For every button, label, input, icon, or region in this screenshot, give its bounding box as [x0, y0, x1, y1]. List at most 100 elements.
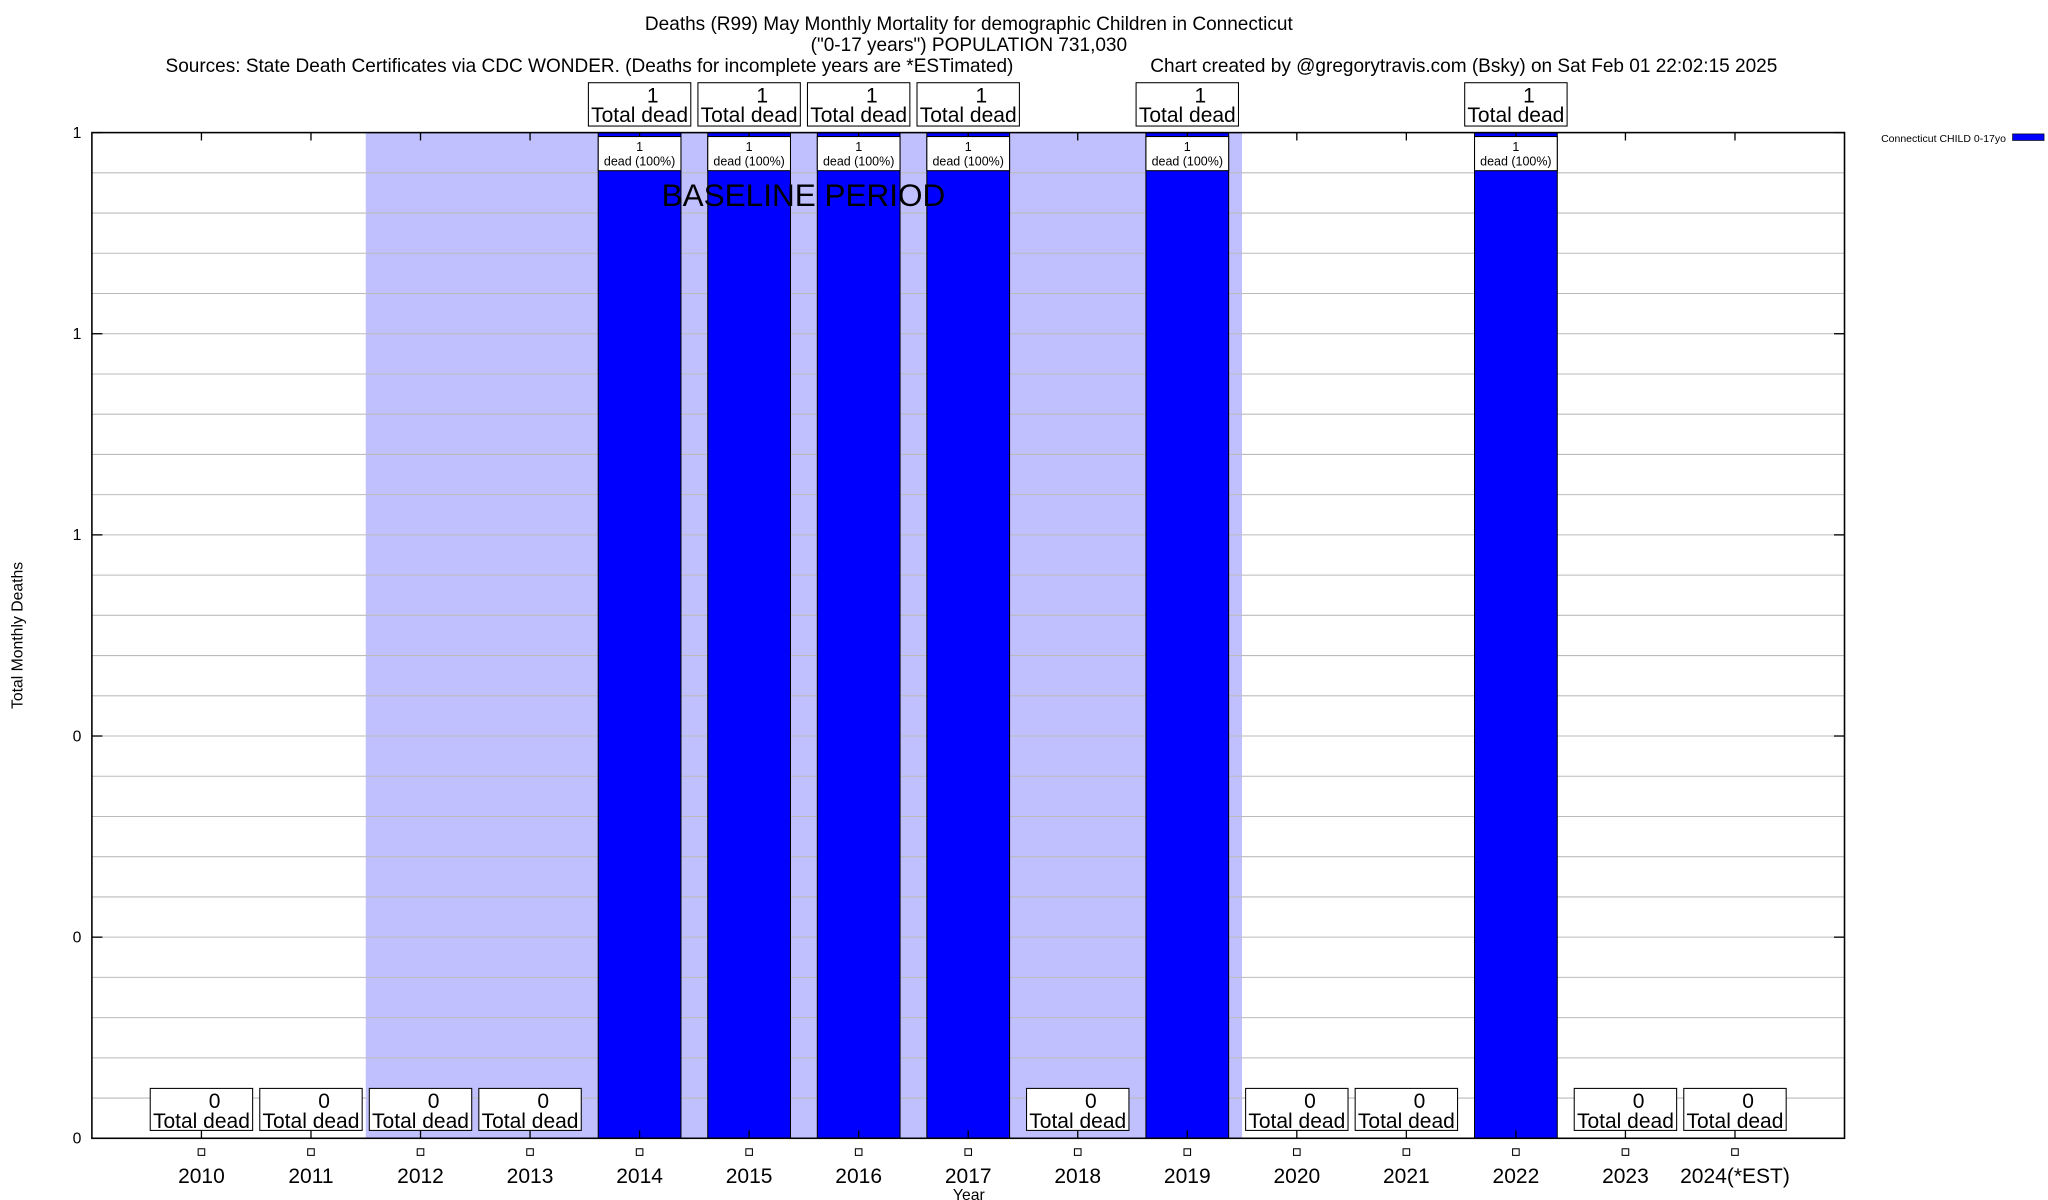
- total-label-text: Total dead: [153, 1110, 250, 1133]
- total-label-box: [806, 82, 911, 127]
- bar-label-value: 1: [636, 140, 643, 154]
- bar-label-box: [816, 136, 901, 172]
- y-tick-label: 0: [73, 929, 82, 946]
- x-tick-label: 2021: [1383, 1165, 1430, 1188]
- total-label-box: [587, 82, 692, 127]
- total-label-box: [1573, 1087, 1678, 1131]
- point-marker: [307, 1148, 315, 1156]
- x-tick-label: 2024(*EST): [1680, 1165, 1790, 1188]
- total-label-text: Total dead: [1029, 1110, 1126, 1133]
- baseline-period-label: BASELINE PERIOD: [662, 177, 946, 213]
- total-label-value: 0: [1742, 1090, 1754, 1113]
- point-marker: [1073, 1148, 1082, 1156]
- total-label-text: Total dead: [1577, 1110, 1674, 1133]
- point-marker: [745, 1148, 753, 1156]
- legend-label: Connecticut CHILD 0-17yo: [1881, 133, 2006, 145]
- total-label-value: 0: [1633, 1090, 1645, 1113]
- total-label-text: Total dead: [1467, 104, 1564, 127]
- bar: [1145, 132, 1230, 1139]
- total-label-text: Total dead: [372, 1110, 469, 1133]
- point-marker: [416, 1148, 425, 1156]
- bar-label-value: 1: [1512, 140, 1519, 154]
- total-label-box: [259, 1087, 363, 1131]
- total-label-box: [697, 82, 801, 127]
- x-tick-label: 2014: [616, 1165, 663, 1188]
- total-label-value: 1: [756, 84, 768, 107]
- bar-label-text: dead (100%): [823, 154, 894, 168]
- chart-credit: Chart created by @gregorytravis.com (Bsk…: [1150, 56, 1777, 77]
- x-tick-label: 2022: [1493, 1165, 1540, 1188]
- total-label-text: Total dead: [701, 104, 798, 127]
- point-marker: [1293, 1148, 1301, 1156]
- y-tick-label: 0: [73, 728, 82, 745]
- bar-label-value: 1: [855, 140, 862, 154]
- bar-label-text: dead (100%): [604, 154, 675, 168]
- total-label-text: Total dead: [263, 1110, 360, 1133]
- bar-label-text: dead (100%): [1152, 154, 1223, 168]
- bar-label-box: [926, 136, 1011, 172]
- total-label-value: 0: [428, 1090, 440, 1113]
- point-marker: [526, 1148, 534, 1156]
- total-label-box: [368, 1087, 473, 1131]
- chart-subtitle: ("0-17 years") POPULATION 731,030: [811, 35, 1127, 56]
- y-tick-label: 0: [73, 1131, 82, 1148]
- point-marker: [197, 1148, 206, 1156]
- x-tick-label: 2015: [726, 1165, 773, 1188]
- total-label-value: 1: [866, 84, 878, 107]
- y-tick-label: 1: [73, 527, 82, 544]
- y-tick-label: 1: [73, 125, 82, 142]
- total-label-box: [916, 82, 1020, 127]
- total-label-value: 1: [1195, 84, 1207, 107]
- x-tick-label: 2023: [1602, 1165, 1649, 1188]
- y-axis-title: Total Monthly Deaths: [9, 562, 26, 709]
- total-label-box: [1683, 1087, 1787, 1131]
- x-tick-label: 2020: [1273, 1165, 1320, 1188]
- bar-label-box: [1145, 136, 1230, 172]
- total-label-box: [478, 1087, 582, 1131]
- x-tick-label: 2018: [1054, 1165, 1101, 1188]
- total-label-box: [1026, 1087, 1130, 1131]
- point-marker: [854, 1148, 863, 1156]
- total-label-value: 0: [537, 1090, 549, 1113]
- total-label-text: Total dead: [1687, 1110, 1784, 1133]
- chart-sources: Sources: State Death Certificates via CD…: [166, 56, 1014, 77]
- chart-title: Deaths (R99) May Monthly Mortality for d…: [645, 14, 1294, 35]
- x-tick-label: 2013: [507, 1165, 554, 1188]
- total-label-box: [1464, 82, 1568, 127]
- total-label-value: 0: [318, 1090, 330, 1113]
- x-tick-label: 2011: [288, 1165, 333, 1188]
- bar-label-value: 1: [746, 140, 753, 154]
- bar-label-value: 1: [965, 140, 972, 154]
- total-label-text: Total dead: [1248, 1110, 1345, 1133]
- bar-label-value: 1: [1184, 140, 1191, 154]
- bar: [1474, 132, 1558, 1139]
- total-label-value: 0: [1304, 1090, 1316, 1113]
- total-label-value: 1: [647, 84, 659, 107]
- x-tick-label: 2012: [397, 1165, 444, 1188]
- total-label-text: Total dead: [591, 104, 688, 127]
- point-marker: [1731, 1148, 1739, 1156]
- baseline-shading: [365, 132, 1243, 1139]
- x-tick-label: 2010: [178, 1165, 225, 1188]
- legend-swatch: [2012, 133, 2045, 141]
- total-label-box: [1135, 82, 1240, 127]
- bar-label-text: dead (100%): [1480, 154, 1551, 168]
- bar: [926, 132, 1011, 1139]
- x-tick-label: 2019: [1164, 1165, 1211, 1188]
- bar-label-text: dead (100%): [713, 154, 784, 168]
- total-label-text: Total dead: [920, 104, 1017, 127]
- total-label-text: Total dead: [1358, 1110, 1455, 1133]
- point-marker: [1402, 1148, 1411, 1156]
- bar-label-box: [597, 136, 682, 172]
- total-label-text: Total dead: [482, 1110, 579, 1133]
- x-tick-label: 2016: [835, 1165, 882, 1188]
- bar-label-text: dead (100%): [933, 154, 1004, 168]
- x-axis-title: Year: [953, 1187, 985, 1200]
- point-marker: [964, 1148, 973, 1156]
- point-marker: [1183, 1148, 1192, 1156]
- bar: [816, 132, 901, 1139]
- point-marker: [1512, 1148, 1520, 1156]
- total-label-box: [149, 1087, 254, 1131]
- point-marker: [635, 1148, 644, 1156]
